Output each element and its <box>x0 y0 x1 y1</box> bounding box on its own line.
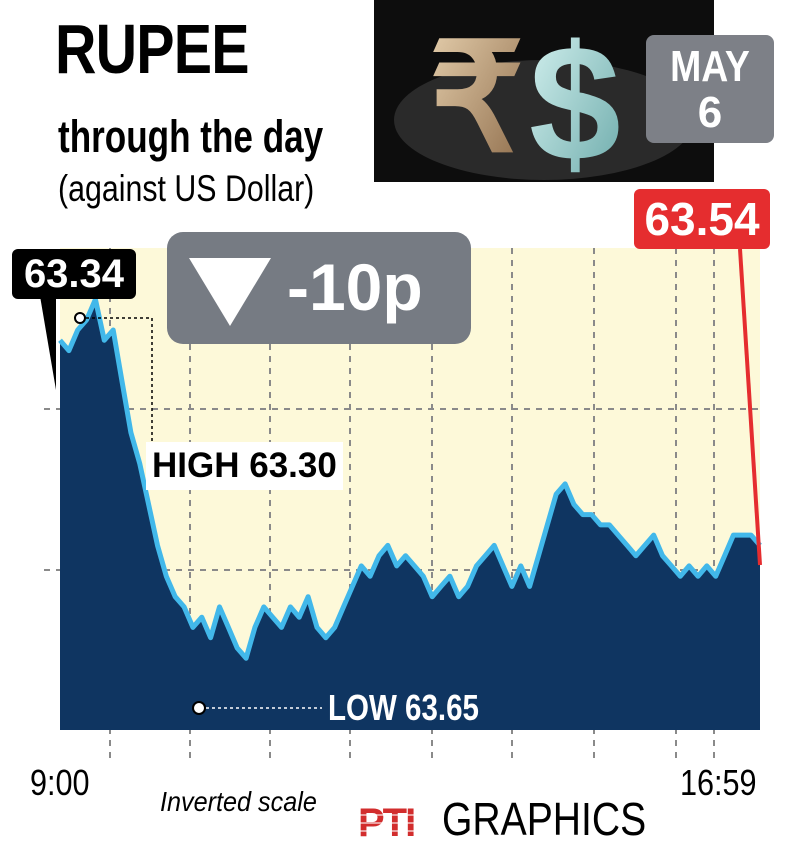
x-tick-end: 16:59 <box>680 762 757 803</box>
chart-subtitle: through the day <box>58 111 324 162</box>
high-label: HIGH 63.30 <box>146 442 343 490</box>
chart-subtitle-detail: (against US Dollar) <box>58 168 315 209</box>
rupee-dollar-icon: ₹ $ <box>374 0 714 182</box>
date-month: MAY <box>670 42 750 91</box>
date-day: 6 <box>697 88 723 137</box>
inverted-scale-note: Inverted scale <box>160 786 317 817</box>
change-badge: -10p <box>167 232 471 344</box>
change-value: -10p <box>287 250 423 324</box>
close-connector <box>738 248 762 566</box>
low-marker <box>192 701 206 715</box>
date-badge: MAY 6 <box>646 35 774 143</box>
close-value-badge: 63.54 <box>634 189 770 249</box>
x-tick-start: 9:00 <box>30 762 90 803</box>
high-leader <box>80 317 153 446</box>
svg-text:$: $ <box>529 11 621 182</box>
source-text: GRAPHICS <box>442 793 647 845</box>
high-marker <box>74 312 86 324</box>
currency-symbols-photo: ₹ $ <box>374 0 714 182</box>
down-triangle-icon <box>189 258 271 326</box>
open-value-badge: 63.34 <box>12 249 136 299</box>
series-line <box>58 296 762 661</box>
pti-logo-icon: PTI <box>356 798 436 845</box>
svg-text:₹: ₹ <box>429 14 524 182</box>
area-fill <box>60 299 760 730</box>
chart-title: RUPEE <box>55 10 249 88</box>
low-label: LOW 63.65 <box>328 687 479 728</box>
open-pointer <box>40 296 56 390</box>
